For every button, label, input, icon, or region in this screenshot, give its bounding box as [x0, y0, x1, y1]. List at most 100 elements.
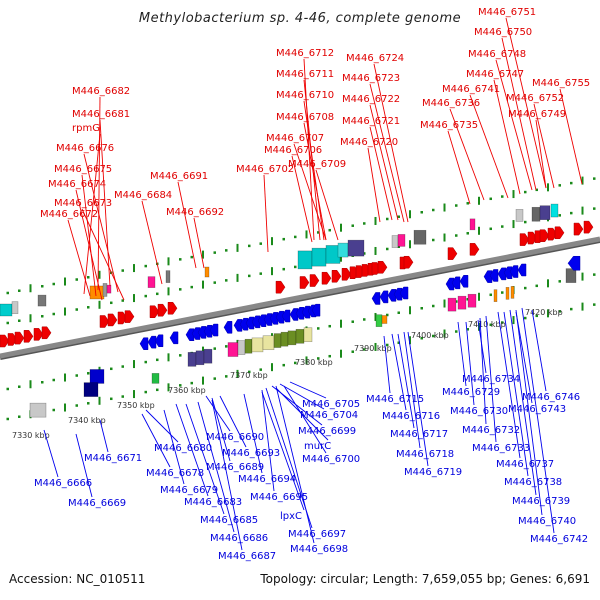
tick-minor: [489, 197, 492, 201]
reverse-gene-label: M446_6685: [200, 515, 258, 526]
tick-major: [133, 294, 135, 303]
reverse-gene-label: M446_6715: [366, 394, 424, 405]
reverse-gene-arrow: [203, 324, 213, 338]
tick-minor: [282, 237, 285, 241]
forward-gene-label: rpmG: [72, 123, 100, 134]
reverse-gene-label: M446_6680: [154, 443, 212, 454]
tick-minor: [558, 214, 561, 217]
leader-line: [275, 385, 315, 544]
leader-line: [175, 403, 209, 497]
reverse-gene-arrow: [269, 312, 279, 325]
forward-gene-arrow: [469, 243, 480, 256]
tick-minor: [75, 278, 78, 281]
reverse-gene-label: M446_6666: [34, 478, 92, 489]
leader-line: [479, 317, 487, 425]
leader-line: [283, 385, 327, 454]
magenta-box: [106, 284, 112, 294]
tick-minor: [282, 267, 285, 271]
tick-minor: [328, 354, 331, 358]
grey-box: [237, 340, 246, 355]
leader-line: [261, 389, 275, 492]
tick-minor: [190, 381, 193, 385]
tick-minor: [225, 345, 228, 348]
tick-minor: [524, 316, 527, 320]
tick-minor: [121, 269, 124, 272]
leader-line: [369, 126, 393, 221]
tick-minor: [259, 242, 262, 245]
tick-major: [167, 353, 170, 362]
purple-box: [203, 348, 213, 364]
backbone-layer: [0, 236, 600, 360]
tick-minor: [455, 204, 458, 207]
tick-major: [29, 380, 32, 389]
forward-gene-arrow: [403, 255, 414, 269]
tick-major: [133, 360, 135, 369]
leader-line: [83, 133, 101, 295]
tick-minor: [18, 415, 21, 418]
forward-gene-arrow: [167, 301, 178, 315]
reverse-gene-arrow: [139, 337, 149, 350]
olive-box: [295, 328, 305, 344]
tick-major: [443, 203, 446, 212]
tick-minor: [75, 374, 78, 377]
reverse-gene-arrow: [483, 270, 493, 283]
leader-line: [211, 397, 231, 462]
forward-gene-label: M446_6708: [276, 112, 334, 123]
tick-minor: [179, 354, 182, 357]
reverse-gene-arrow: [251, 315, 261, 329]
reverse-gene-arrow: [197, 326, 207, 339]
tick-minor: [18, 385, 21, 388]
tick-minor: [535, 188, 538, 192]
forward-gene-arrow: [583, 220, 594, 234]
magenta-box: [447, 297, 457, 312]
tick-minor: [144, 294, 147, 298]
navy-box: [83, 382, 99, 397]
tick-minor: [213, 251, 216, 254]
leader-line: [83, 153, 119, 293]
tick-label: 7420 kbp: [525, 308, 563, 317]
tick-major: [547, 309, 549, 318]
grey-box: [29, 402, 47, 418]
reverse-gene-label: M446_6705: [302, 399, 360, 410]
reverse-gene-arrow: [497, 267, 507, 281]
leader-line: [521, 307, 555, 534]
reverse-gene-arrow: [451, 276, 461, 290]
leader-line: [219, 395, 247, 448]
reverse-gene-label: M446_6694: [238, 474, 296, 485]
map-title: Methylobacterium sp. 4-46, complete geno…: [139, 11, 461, 26]
tick-major: [29, 314, 32, 323]
orange-box: [381, 315, 388, 324]
reverse-gene-arrow: [239, 317, 249, 331]
forward-gene-label: M446_6724: [346, 53, 404, 64]
leader-line: [449, 108, 485, 201]
leader-line: [407, 331, 429, 467]
tick-major: [581, 302, 584, 311]
reverse-gene-arrow: [245, 316, 255, 330]
forward-gene-arrow: [447, 247, 458, 260]
reverse-gene-arrow: [281, 309, 291, 323]
reverse-gene-label: M446_6695: [250, 492, 308, 503]
grey-box: [391, 235, 399, 248]
reverse-gene-label: M446_6746: [522, 392, 580, 403]
tick-minor: [489, 293, 492, 297]
tick-minor: [225, 279, 228, 282]
tick-minor: [397, 341, 400, 344]
tick-minor: [397, 311, 400, 314]
tick-minor: [179, 288, 182, 291]
tick-minor: [6, 417, 9, 421]
tick-major: [409, 306, 411, 315]
forward-gene-label: M446_6676: [56, 143, 114, 154]
blue-box: [89, 369, 105, 384]
leader-line: [369, 83, 405, 223]
green-box: [151, 373, 160, 384]
leader-line: [205, 395, 231, 432]
forward-gene-arrow: [539, 229, 550, 242]
forward-gene-label: M446_6741: [442, 84, 500, 95]
tick-major: [236, 369, 239, 378]
magenta-box: [227, 342, 239, 357]
tick-minor: [455, 234, 458, 237]
tick-major: [478, 292, 480, 301]
reverse-gene-arrow: [489, 269, 499, 282]
cyan-box: [311, 247, 327, 267]
forward-gene-label: M446_6711: [276, 69, 334, 80]
